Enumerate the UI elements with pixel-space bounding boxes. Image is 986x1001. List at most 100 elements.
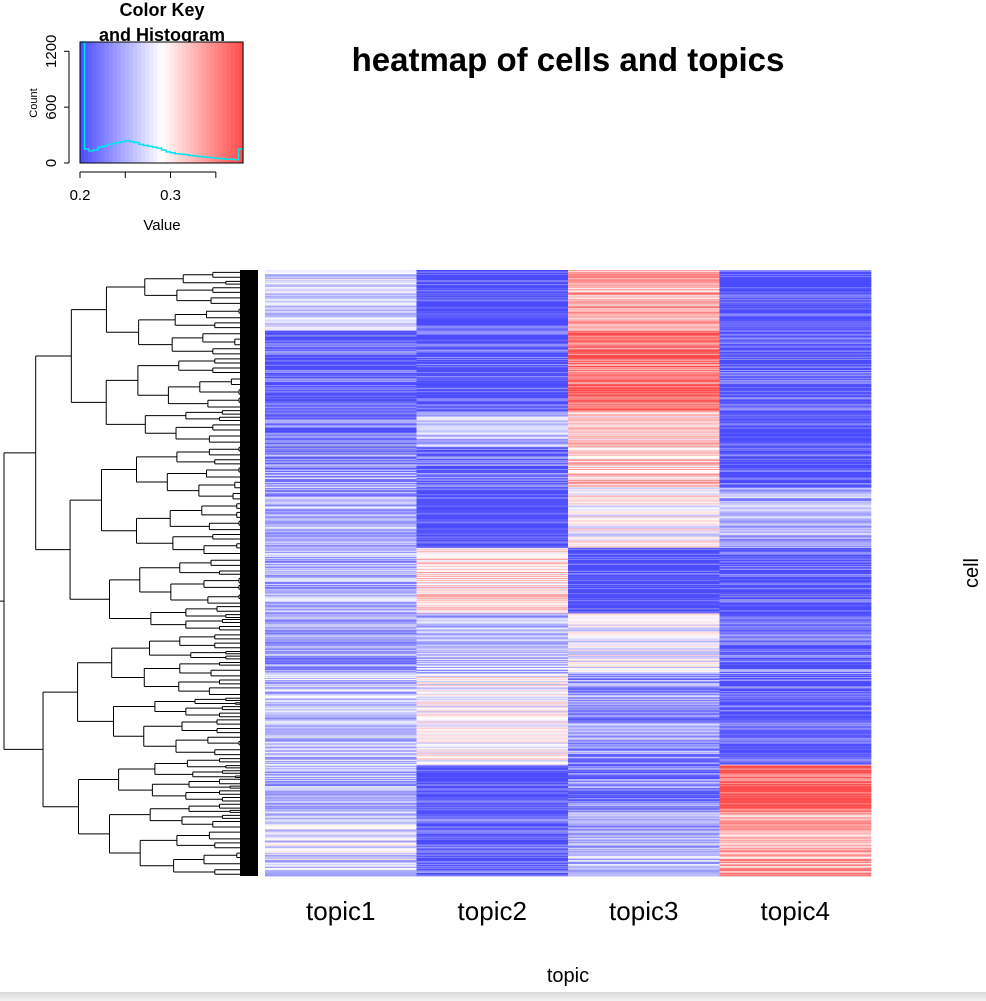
heatmap-cell	[719, 805, 872, 807]
heatmap-cell	[568, 567, 720, 570]
heatmap-cell	[568, 835, 720, 838]
heatmap-cell	[568, 357, 720, 360]
heatmap-cell	[568, 684, 720, 686]
heatmap-cell	[416, 787, 569, 789]
heatmap-cell	[416, 309, 569, 311]
heatmap-cell	[416, 349, 569, 352]
heatmap-cell	[568, 535, 720, 538]
heatmap-cell	[568, 294, 720, 296]
heatmap-cell	[719, 811, 872, 813]
heatmap-cell	[568, 841, 720, 844]
heatmap-cell	[265, 387, 417, 389]
heatmap-cell	[265, 761, 417, 764]
heatmap-cell	[265, 731, 417, 733]
heatmap-cell	[416, 754, 569, 757]
heatmap-cell	[265, 270, 417, 272]
heatmap-cell	[719, 835, 872, 838]
heatmap-cell	[719, 737, 872, 740]
heatmap-cell	[265, 296, 417, 298]
heatmap-cell	[265, 647, 417, 650]
heatmap-cell	[719, 856, 872, 859]
heatmap-cell	[568, 517, 720, 519]
heatmap-cell	[719, 802, 872, 804]
heatmap-cell	[416, 770, 569, 773]
heatmap-cell	[416, 429, 569, 431]
heatmap-cell	[719, 368, 872, 371]
heatmap-cell	[416, 355, 569, 358]
heatmap-cell	[265, 783, 417, 785]
heatmap-cell	[265, 868, 417, 871]
heatmap-cell	[416, 359, 569, 362]
heatmap-cell	[568, 542, 720, 545]
heatmap-cell	[568, 411, 720, 413]
heatmap-cell	[416, 663, 569, 666]
heatmap-cell	[265, 762, 417, 765]
heatmap-cell	[416, 676, 569, 678]
heatmap-cell	[719, 294, 872, 296]
heatmap-cell	[416, 599, 569, 601]
heatmap-cell	[719, 791, 872, 793]
heatmap-cell	[416, 563, 569, 566]
heatmap-cell	[416, 660, 569, 663]
heatmap-cell	[416, 507, 569, 509]
heatmap-cell	[265, 708, 417, 710]
heatmap-cell	[719, 588, 872, 590]
heatmap-cell	[568, 640, 720, 643]
heatmap-cell	[265, 538, 417, 541]
heatmap-cell	[265, 839, 417, 842]
heatmap-cell	[416, 664, 569, 667]
heatmap-cell	[568, 714, 720, 716]
heatmap-cell	[568, 344, 720, 347]
heatmap-cell	[719, 725, 872, 727]
heatmap-cell	[265, 812, 417, 814]
heatmap-cell	[719, 406, 872, 408]
heatmap-cell	[265, 737, 417, 740]
heatmap-cell	[416, 398, 569, 400]
heatmap-cell	[568, 539, 720, 542]
heatmap-cell	[719, 330, 872, 333]
heatmap-cell	[719, 707, 872, 709]
heatmap-cell	[568, 852, 720, 855]
heatmap-cell	[265, 609, 417, 611]
heatmap-cell	[265, 524, 417, 526]
heatmap-cell	[719, 563, 872, 566]
heatmap-cell	[265, 736, 417, 739]
heatmap-cell	[719, 784, 872, 786]
heatmap-cell	[568, 494, 720, 496]
heatmap-cell	[416, 846, 569, 849]
heatmap-cell	[719, 337, 872, 340]
heatmap-cell	[416, 451, 569, 454]
heatmap-cell	[416, 320, 569, 322]
heatmap-cell	[416, 392, 569, 394]
heatmap-cell	[416, 303, 569, 305]
heatmap-cell	[265, 832, 417, 834]
heatmap-cell	[568, 642, 720, 645]
heatmap-cell	[719, 480, 872, 482]
heatmap-cell	[719, 413, 872, 415]
heatmap-cell	[416, 836, 569, 839]
heatmap-cell	[568, 583, 720, 585]
heatmap-cell	[568, 500, 720, 502]
heatmap-cell	[416, 331, 569, 334]
heatmap-cell	[416, 574, 569, 576]
heatmap-cell	[719, 289, 872, 291]
heatmap-cell	[265, 274, 417, 276]
heatmap-cell	[265, 587, 417, 589]
heatmap-cell	[265, 755, 417, 758]
heatmap-cell	[568, 672, 720, 675]
heatmap-cell	[568, 648, 720, 651]
heatmap-cell	[568, 460, 720, 463]
heatmap-cell	[568, 644, 720, 647]
heatmap-cell	[416, 634, 569, 637]
heatmap-cell	[265, 517, 417, 519]
heatmap-cell	[416, 433, 569, 436]
heatmap-cell	[416, 378, 569, 380]
heatmap-cell	[265, 771, 417, 774]
heatmap-cell	[265, 691, 417, 693]
heatmap-cell	[568, 564, 720, 567]
heatmap-cell	[416, 805, 569, 807]
heatmap-cell	[568, 776, 720, 778]
heatmap-cell	[719, 300, 872, 302]
heatmap-cell	[265, 284, 417, 286]
heatmap-cell	[568, 297, 720, 299]
